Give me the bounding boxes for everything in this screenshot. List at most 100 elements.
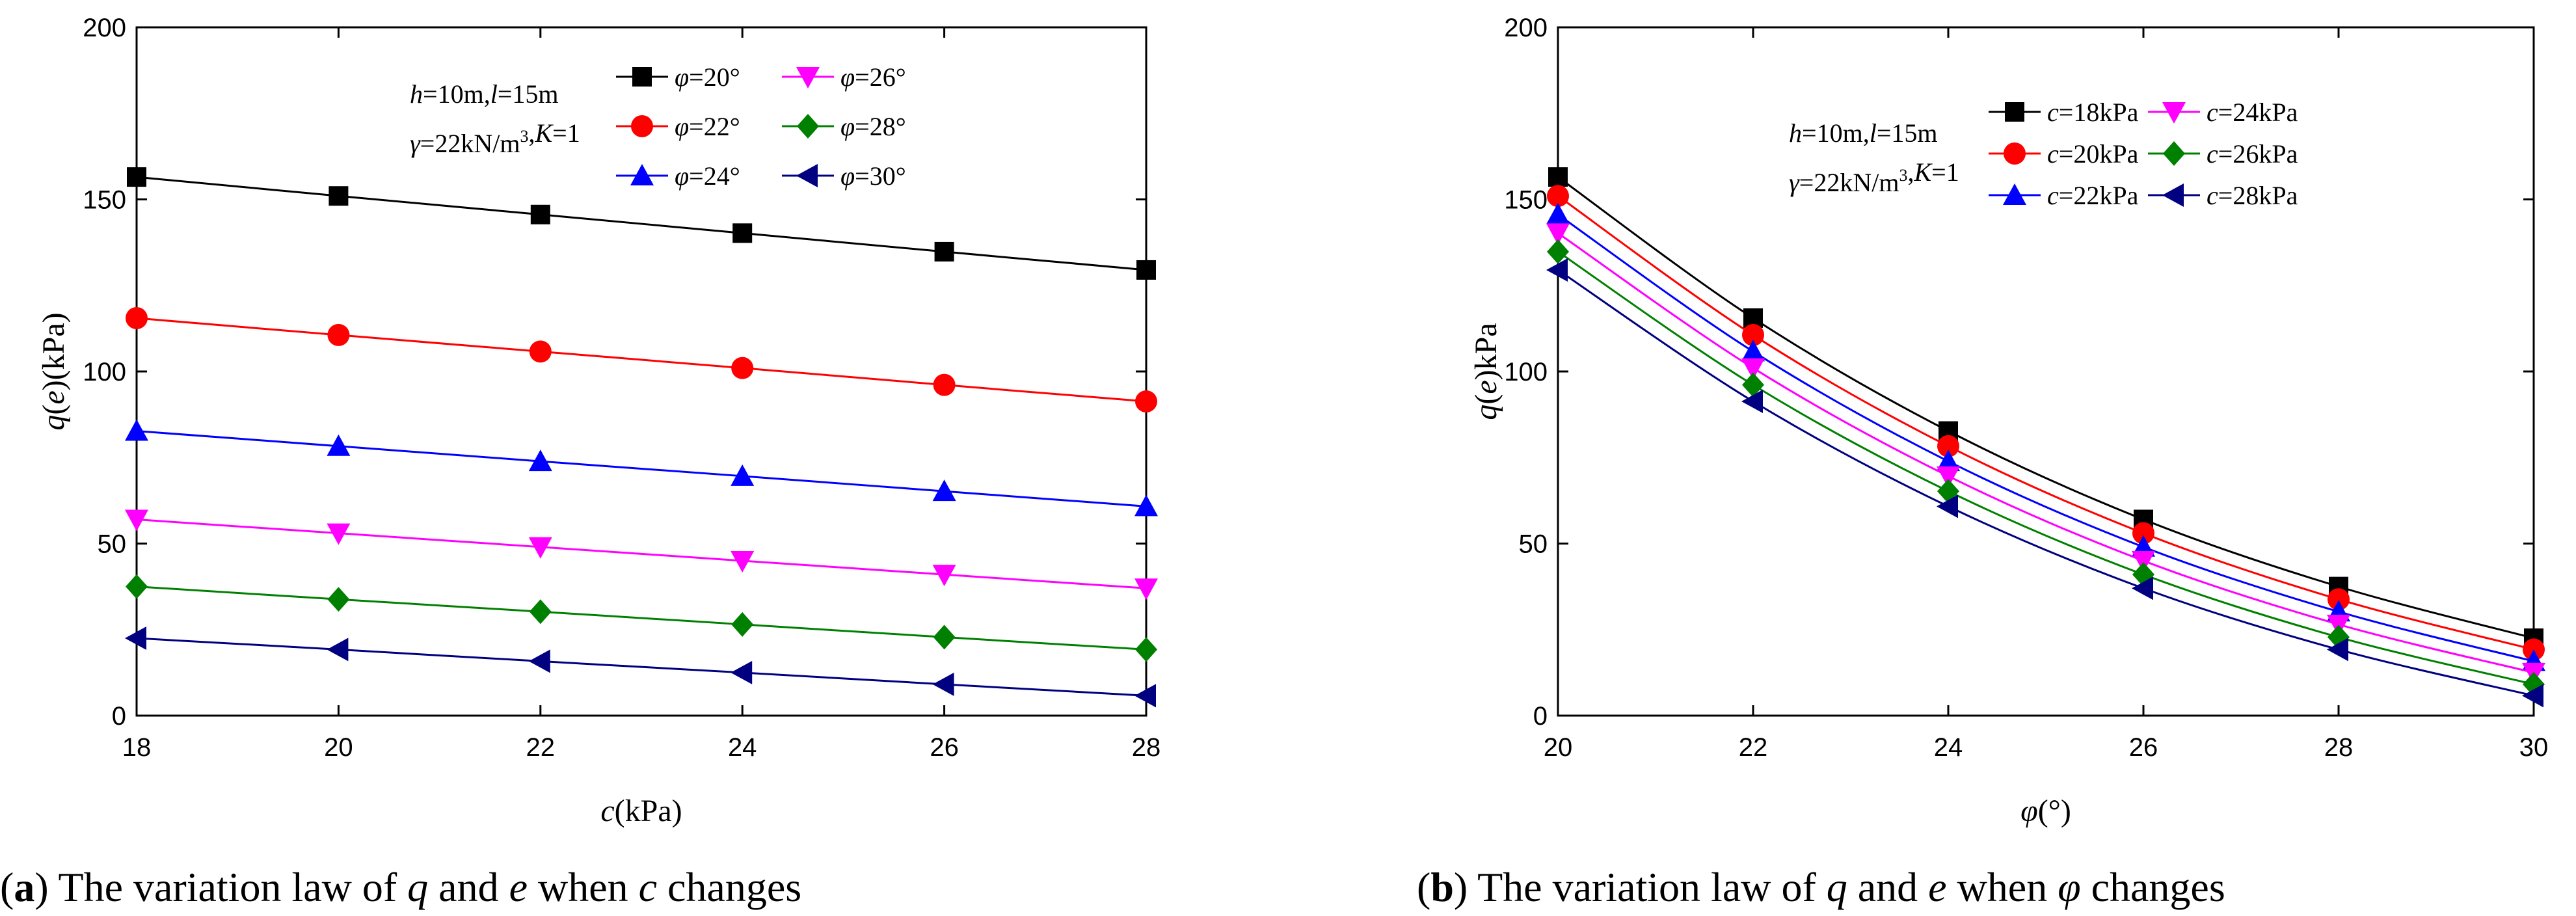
chart-panel-b: 20 22 24 26 28 30050100150200c=18kPac=20kPac=…: [1417, 14, 2548, 910]
data-point: [732, 223, 753, 243]
legend-marker: [2003, 183, 2026, 205]
series-line: [1557, 250, 2534, 686]
data-point: [1547, 185, 1569, 208]
legend: φ=20° φ=22° φ=24° φ=26° φ=28° φ=30°: [616, 62, 906, 191]
data-point: [933, 625, 956, 650]
data-point: [125, 626, 146, 650]
series-2: [126, 307, 1157, 413]
legend-marker: [630, 164, 654, 185]
data-point: [1937, 466, 1960, 488]
legend-label: c=28kPa: [2207, 181, 2298, 210]
data-point: [932, 565, 956, 587]
y-tick-label: 100: [83, 358, 126, 386]
data-point: [731, 612, 754, 637]
series-3: [1546, 202, 2545, 671]
data-point: [1135, 637, 1157, 662]
data-point: [1546, 258, 1568, 282]
x-tick-label: 22: [526, 733, 556, 762]
legend: c=18kPa c=20kPa c=22kPa c=24kPa c=26kPa c=28k…: [1989, 98, 2298, 210]
y-tick-label: 0: [1533, 702, 1548, 731]
series-4: [125, 509, 1158, 600]
series-line: [136, 637, 1147, 697]
series-line: [136, 586, 1147, 651]
x-tick-label: 28: [1132, 733, 1161, 762]
y-tick-label: 50: [98, 530, 127, 559]
data-point: [2132, 576, 2153, 600]
series-line: [1557, 269, 2534, 697]
y-tick-label: 0: [112, 702, 126, 731]
legend-label: c=18kPa: [2047, 98, 2139, 127]
series-line: [136, 430, 1147, 507]
legend-marker: [2004, 142, 2026, 165]
annotation-text: γ=22kN/m3,K=1: [410, 118, 580, 158]
data-point: [1937, 494, 1958, 519]
legend-marker: [2162, 102, 2186, 124]
x-tick-label: 20: [1544, 733, 1573, 762]
y-tick-label: 200: [83, 14, 126, 42]
legend-marker: [797, 114, 819, 139]
x-axis-label: c(kPa): [600, 794, 682, 828]
series-1: [1548, 167, 2543, 648]
data-point: [329, 186, 349, 206]
x-tick-label: 26: [2129, 733, 2158, 762]
x-tick-label: 28: [2324, 733, 2354, 762]
series-line: [1557, 232, 2534, 674]
panel-caption: (a) The variation law of q and e when c …: [0, 864, 801, 910]
data-point: [1937, 435, 1959, 457]
legend-label: c=22kPa: [2047, 181, 2139, 210]
legend-label: φ=24°: [675, 161, 740, 191]
data-point: [731, 357, 754, 379]
x-tick-label: 24: [728, 733, 757, 762]
data-point: [1546, 202, 1570, 224]
y-tick-label: 150: [83, 186, 126, 215]
legend-marker: [631, 115, 653, 137]
data-point: [1742, 323, 1764, 346]
y-axis-label: q(e)kPa: [1469, 323, 1503, 420]
data-point: [1742, 372, 1764, 397]
legend-marker: [796, 164, 818, 187]
legend-label: φ=22°: [675, 112, 740, 141]
series-line: [1557, 176, 2534, 640]
series-6: [125, 626, 1156, 708]
series-1: [127, 167, 1156, 280]
data-point: [1548, 167, 1568, 187]
data-point: [1741, 358, 1765, 380]
legend-marker: [2162, 183, 2184, 207]
series-2: [1547, 185, 2545, 661]
series-line: [136, 317, 1147, 403]
legend-marker: [2005, 102, 2024, 122]
data-point: [126, 574, 148, 599]
series-5: [1547, 239, 2545, 697]
data-point: [327, 434, 351, 456]
series-line: [136, 176, 1147, 271]
data-point: [1134, 494, 1158, 517]
data-point: [528, 537, 552, 559]
data-point: [2132, 550, 2155, 572]
data-point: [1135, 390, 1157, 413]
data-point: [932, 672, 954, 696]
chart-panel-a: 18 20 22 24 26 28050100150200φ=20°φ=22°φ=24°φ…: [0, 14, 1161, 910]
data-point: [2327, 638, 2348, 662]
legend-label: c=20kPa: [2047, 139, 2139, 168]
data-point: [2522, 684, 2543, 708]
data-point: [1134, 578, 1158, 600]
x-tick-label: 26: [930, 733, 959, 762]
data-point: [1134, 684, 1156, 708]
data-point: [731, 550, 755, 572]
series-5: [126, 574, 1157, 662]
x-tick-label: 30: [2519, 733, 2549, 762]
data-point: [127, 167, 146, 187]
data-point: [528, 649, 550, 673]
legend-label: c=24kPa: [2207, 98, 2298, 127]
y-tick-label: 150: [1504, 186, 1548, 215]
legend-marker: [632, 67, 652, 87]
data-point: [126, 307, 148, 330]
legend-label: φ=30°: [840, 161, 906, 191]
data-point: [932, 479, 956, 502]
data-point: [934, 241, 954, 262]
legend-marker: [2163, 141, 2185, 166]
series-6: [1546, 258, 2543, 708]
annotation-text: h=10m,l=15m: [410, 79, 559, 109]
data-point: [731, 464, 755, 486]
legend-label: c=26kPa: [2207, 139, 2298, 168]
